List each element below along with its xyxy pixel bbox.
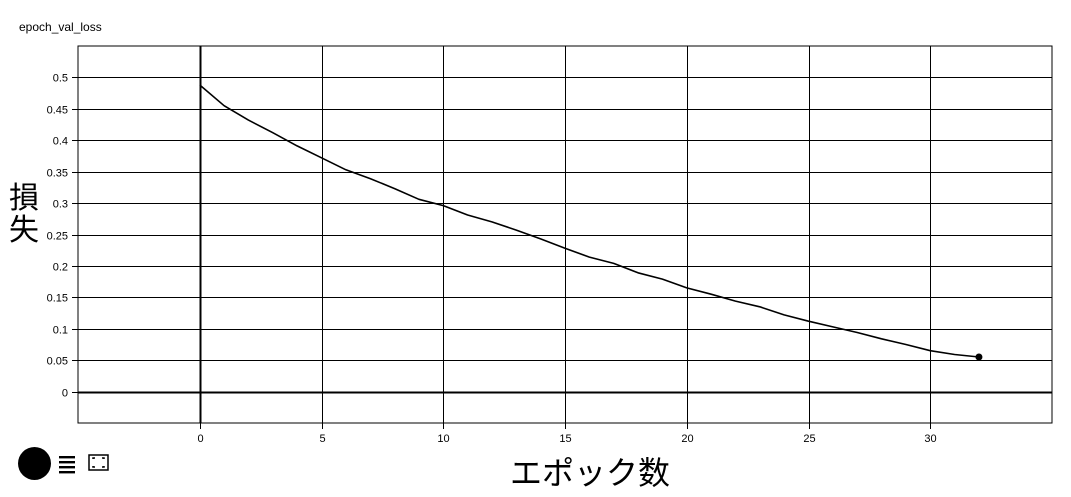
x-tick-label: 5 xyxy=(319,433,325,445)
series-line xyxy=(199,84,980,358)
fit-domain-button[interactable] xyxy=(87,451,111,475)
y-tick-label: 0 xyxy=(62,388,68,400)
last-point-marker xyxy=(975,353,983,361)
x-tick-label: 0 xyxy=(197,433,203,445)
y-tick-label: 0.2 xyxy=(53,262,68,274)
y-tick-label: 0.3 xyxy=(53,199,68,211)
y-tick-label: 0.15 xyxy=(47,293,68,305)
y-tick-label: 0.05 xyxy=(47,356,68,368)
y-tick-label: 0.35 xyxy=(47,168,68,180)
x-tick-label: 30 xyxy=(924,433,936,445)
y-tick-label: 0.45 xyxy=(47,105,68,117)
chart-title: epoch_val_loss xyxy=(19,20,102,34)
y-tick-label: 0.4 xyxy=(53,136,68,148)
data-table-toggle-button[interactable] xyxy=(57,452,79,474)
y-axis-label: 損失 xyxy=(2,183,46,247)
log-scale-toggle-button[interactable] xyxy=(18,446,51,480)
y-tick-label: 0.1 xyxy=(53,325,68,337)
x-axis-label: エポック数 xyxy=(509,455,670,491)
list-icon xyxy=(59,456,75,474)
y-tick-label: 0.25 xyxy=(47,231,68,243)
fit-to-data-icon xyxy=(88,454,109,471)
y-tick-label: 0.5 xyxy=(53,73,68,85)
y-axis-label-text: 損失 xyxy=(2,183,46,247)
chart-toolbar xyxy=(18,446,111,480)
y-axis-label-char: 失 xyxy=(9,214,39,247)
y-axis-label-char: 損 xyxy=(9,182,39,215)
x-tick-label: 10 xyxy=(437,433,449,445)
x-tick-label: 25 xyxy=(803,433,815,445)
x-tick-label: 15 xyxy=(559,433,571,445)
x-tick-label: 20 xyxy=(681,433,693,445)
